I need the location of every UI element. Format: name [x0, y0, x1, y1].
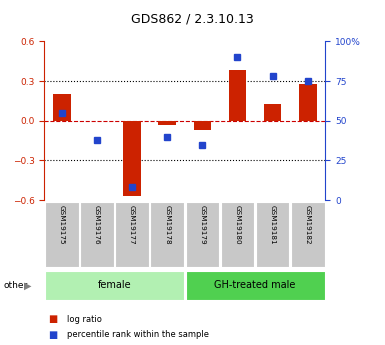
Text: log ratio: log ratio	[67, 315, 102, 324]
Bar	[159, 121, 176, 125]
Text: ▶: ▶	[24, 280, 32, 290]
Text: female: female	[98, 280, 131, 290]
Text: GSM19178: GSM19178	[164, 205, 170, 245]
Bar	[53, 94, 70, 121]
Text: GSM19176: GSM19176	[94, 205, 100, 245]
Bar	[194, 121, 211, 130]
Text: GSM19180: GSM19180	[234, 205, 241, 245]
Bar	[299, 84, 316, 121]
Text: ■: ■	[48, 314, 57, 324]
Text: other: other	[3, 281, 27, 290]
Text: GH-treated male: GH-treated male	[214, 280, 296, 290]
Bar	[264, 104, 281, 121]
Text: GSM19181: GSM19181	[270, 205, 276, 245]
Text: GSM19182: GSM19182	[305, 205, 311, 245]
Text: GSM19177: GSM19177	[129, 205, 135, 245]
Text: GSM19179: GSM19179	[199, 205, 205, 245]
Bar	[229, 70, 246, 121]
Text: ■: ■	[48, 330, 57, 339]
Text: GDS862 / 2.3.10.13: GDS862 / 2.3.10.13	[131, 12, 254, 25]
Text: percentile rank within the sample: percentile rank within the sample	[67, 330, 209, 339]
Bar	[123, 121, 141, 196]
Text: GSM19175: GSM19175	[59, 205, 65, 245]
